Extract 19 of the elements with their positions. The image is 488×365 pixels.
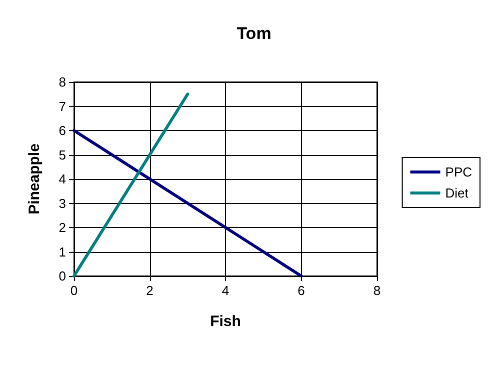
- x-tick-label: 4: [222, 283, 230, 298]
- y-tick-label: 0: [58, 268, 66, 284]
- y-tick-label: 7: [58, 98, 66, 114]
- y-tick-label: 4: [58, 172, 66, 186]
- y-tick-label: 8: [58, 74, 66, 90]
- x-axis-title: Fish: [210, 313, 241, 330]
- y-tick-label: 5: [58, 147, 66, 162]
- x-tick-label: 0: [70, 283, 78, 298]
- x-tick-label: 2: [146, 283, 154, 298]
- x-tick-label: 6: [298, 283, 305, 298]
- y-tick-label: 2: [58, 220, 66, 235]
- legend-label: PPC: [445, 164, 472, 180]
- chart-title: Tom: [236, 24, 272, 43]
- y-tick-label: 6: [58, 123, 66, 138]
- x-tick-label: 8: [373, 283, 381, 298]
- y-tick-label: 1: [58, 244, 66, 260]
- y-tick-label: 3: [58, 196, 66, 211]
- y-axis-title: Pineapple: [26, 144, 43, 214]
- legend-label: Diet: [445, 186, 469, 200]
